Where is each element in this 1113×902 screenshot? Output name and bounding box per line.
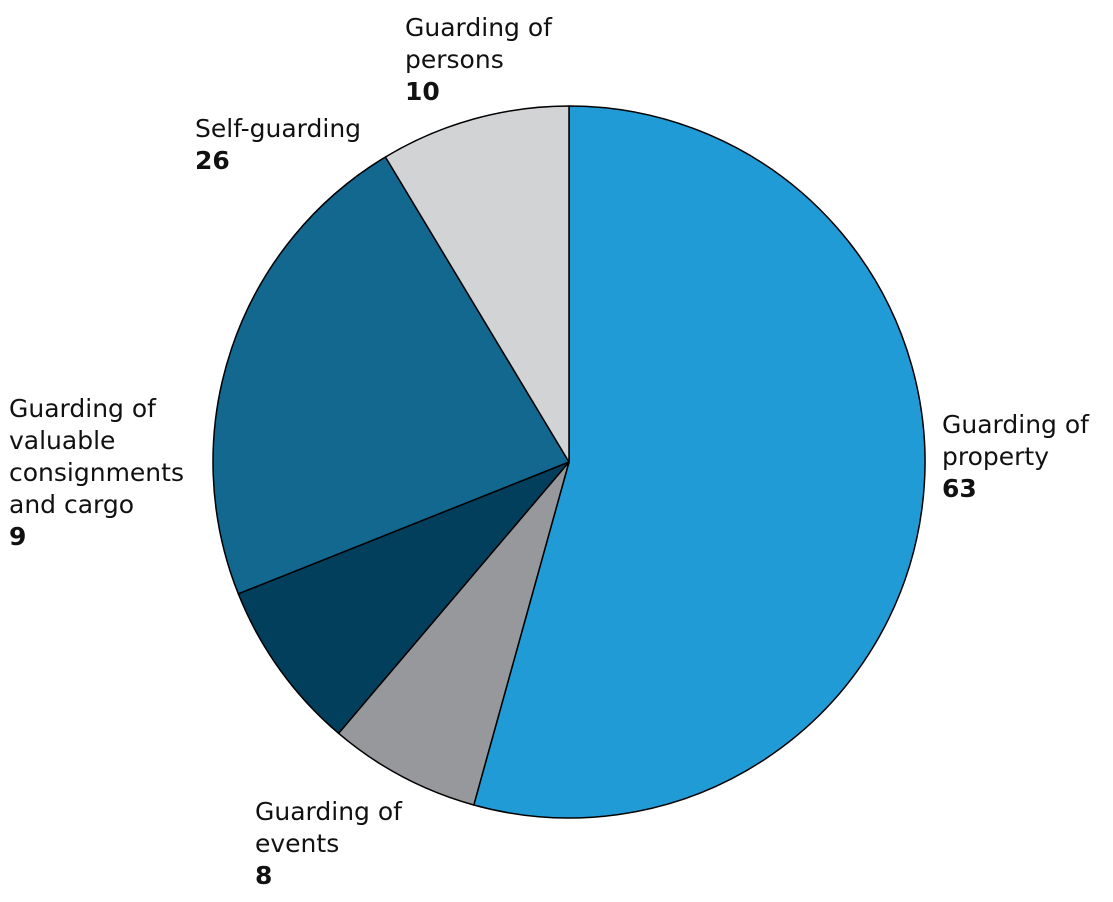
label-events-line-1: Guarding of (255, 797, 402, 826)
label-property-line-2: property (942, 442, 1050, 471)
label-cargo-line-1: Guarding of (9, 394, 156, 423)
pie-slice-guarding-of-events (337, 461, 570, 806)
label-self-guarding: Self-guarding 26 (195, 113, 361, 177)
value-self: 26 (195, 146, 230, 175)
label-guarding-of-property: Guarding of property 63 (942, 409, 1089, 505)
label-self-line-1: Self-guarding (195, 114, 362, 143)
pie-slice-self-guarding (212, 156, 570, 595)
label-cargo-line-4: and cargo (9, 490, 135, 519)
label-persons-line-1: Guarding of (405, 13, 552, 42)
pie-slice-guarding-of-property (473, 105, 926, 819)
value-persons: 10 (405, 77, 440, 106)
label-events-line-2: events (255, 829, 340, 858)
label-guarding-of-persons: Guarding of persons 10 (405, 12, 552, 108)
pie-slice-guarding-of-valuable-consignments-and-cargo (237, 461, 570, 735)
label-cargo-line-3: consignments (9, 458, 184, 487)
pie-slice-guarding-of-persons (384, 105, 570, 463)
label-persons-line-2: persons (405, 45, 504, 74)
label-guarding-of-events: Guarding of events 8 (255, 796, 402, 892)
pie-slices (212, 105, 926, 819)
label-guarding-of-cargo: Guarding of valuable consignments and ca… (9, 393, 184, 553)
value-property: 63 (942, 474, 977, 503)
value-cargo: 9 (9, 522, 27, 551)
label-cargo-line-2: valuable (9, 426, 116, 455)
value-events: 8 (255, 861, 273, 890)
label-property-line-1: Guarding of (942, 410, 1089, 439)
